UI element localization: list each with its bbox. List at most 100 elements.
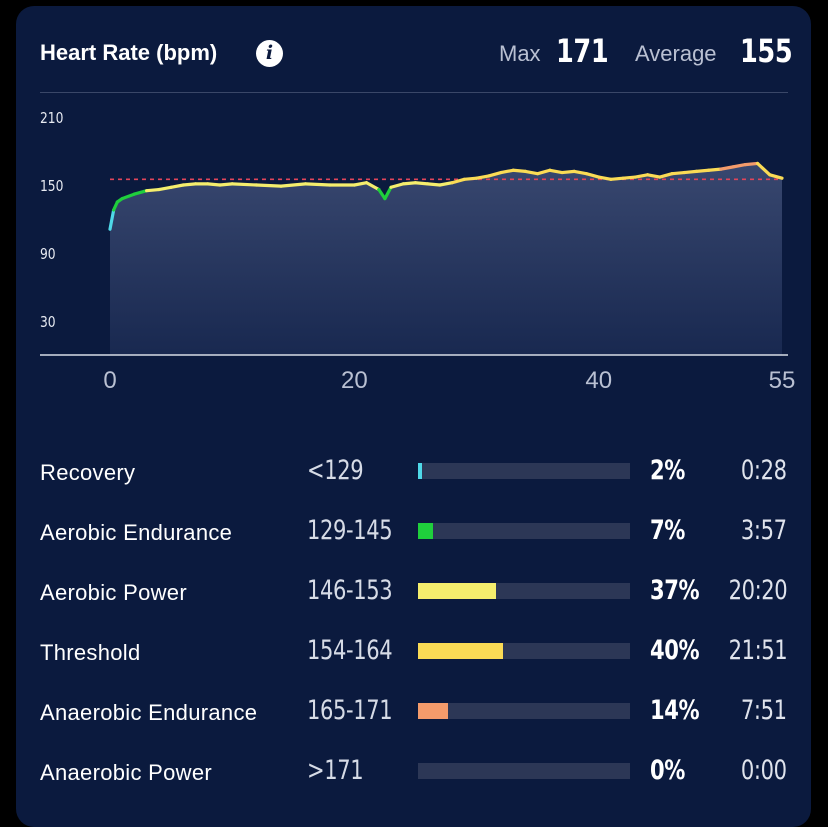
- zone-time: 20:20: [728, 575, 787, 606]
- heart-rate-line-segment: [377, 187, 387, 201]
- zone-percent: 14%: [650, 695, 700, 726]
- heart-rate-line-segment: [462, 176, 479, 181]
- info-icon[interactable]: i: [256, 40, 283, 67]
- heart-rate-line-segment: [768, 173, 784, 180]
- heart-rate-line-segment: [145, 187, 161, 193]
- heart-rate-line-segment: [364, 181, 381, 192]
- heart-rate-line-segment: [487, 170, 503, 178]
- heart-rate-line-segment: [731, 163, 747, 169]
- chart-title: Heart Rate (bpm): [40, 40, 218, 65]
- heart-rate-line-segment: [499, 168, 515, 175]
- max-value: 171: [556, 32, 609, 70]
- heart-rate-line-segment: [523, 169, 540, 176]
- zone-range: 129-145: [307, 515, 393, 546]
- heart-rate-line-segment: [707, 167, 723, 172]
- zone-percent: 0%: [650, 755, 685, 786]
- heart-rate-line-segment: [658, 172, 674, 179]
- chart-area-fill: [110, 163, 782, 355]
- heart-rate-card: [16, 6, 811, 827]
- heart-rate-line-segment: [670, 170, 686, 176]
- heart-rate-line-segment: [597, 175, 613, 181]
- y-tick-label: 210: [40, 110, 63, 127]
- average-value: 155: [740, 32, 793, 70]
- heart-rate-line-segment: [536, 168, 552, 176]
- zone-time: 0:28: [741, 455, 787, 486]
- heart-rate-line-segment: [694, 168, 711, 173]
- zone-bar-track: [418, 463, 630, 479]
- heart-rate-line-segment: [206, 182, 222, 187]
- x-tick-label: 40: [585, 367, 612, 394]
- heart-rate-line-segment: [181, 182, 198, 187]
- heart-rate-line-segment: [279, 182, 308, 188]
- zone-time: 0:00: [741, 755, 787, 786]
- x-tick-label: 20: [341, 367, 368, 394]
- heart-rate-line-segment: [438, 181, 454, 187]
- zone-name: Anaerobic Endurance: [40, 700, 258, 725]
- heart-rate-line-segment: [755, 161, 772, 177]
- zone-bar-track: [418, 703, 630, 719]
- zone-time: 3:57: [741, 515, 787, 546]
- heart-rate-line-segment: [389, 182, 405, 189]
- x-tick-label: 0: [103, 367, 116, 394]
- zone-bar-fill: [418, 643, 503, 659]
- heart-rate-line-segment: [230, 182, 259, 187]
- zone-percent: 7%: [650, 515, 685, 546]
- heart-rate-line-segment: [572, 169, 589, 176]
- heart-rate-line-segment: [645, 173, 662, 179]
- y-tick-label: 150: [40, 178, 63, 195]
- zone-time: 21:51: [728, 635, 787, 666]
- zone-percent: 2%: [650, 455, 685, 486]
- heart-rate-line-segment: [352, 181, 369, 187]
- heart-rate-line-segment: [157, 185, 173, 192]
- y-tick-label: 90: [40, 246, 56, 263]
- heart-rate-line-segment: [682, 169, 699, 175]
- heart-rate-line-segment: [413, 181, 430, 186]
- zone-range: >171: [307, 755, 364, 786]
- zone-bar-track: [418, 523, 630, 539]
- zone-bar-fill: [418, 523, 433, 539]
- zone-range: 154-164: [307, 635, 393, 666]
- zone-bar-track: [418, 643, 630, 659]
- zone-range: 146-153: [307, 575, 393, 606]
- average-label: Average: [635, 41, 717, 66]
- heart-rate-line-segment: [303, 182, 332, 187]
- zone-percent: 37%: [650, 575, 700, 606]
- heart-rate-line-segment: [719, 165, 735, 171]
- zone-name: Threshold: [40, 640, 141, 665]
- heart-rate-line-segment: [120, 192, 137, 201]
- heart-rate-line-segment: [621, 175, 637, 180]
- zone-name: Recovery: [40, 460, 136, 485]
- zone-percent: 40%: [650, 635, 700, 666]
- heart-rate-line-segment: [255, 183, 283, 188]
- zone-name: Aerobic Power: [40, 580, 187, 605]
- heart-rate-line-segment: [633, 173, 650, 179]
- heart-rate-line-segment: [401, 181, 418, 186]
- zone-bar-fill: [418, 463, 423, 479]
- heart-rate-line-segment: [108, 208, 116, 231]
- zone-bar-track: [418, 583, 630, 599]
- zone-range: 165-171: [307, 695, 393, 726]
- zone-name: Aerobic Endurance: [40, 520, 233, 545]
- heart-rate-line-segment: [169, 183, 185, 189]
- zone-bar-fill: [418, 703, 448, 719]
- x-tick-label: 55: [769, 367, 796, 394]
- zone-bar-track: [418, 763, 630, 779]
- zone-bar-fill: [418, 583, 497, 599]
- zone-time: 7:51: [741, 695, 787, 726]
- zone-name: Anaerobic Power: [40, 760, 213, 785]
- heart-rate-chart: 210 150 90 30 0 20 40 55: [40, 110, 796, 394]
- heart-rate-line-segment: [450, 177, 466, 185]
- heart-rate-line-segment: [218, 182, 234, 187]
- zone-range: <129: [307, 455, 364, 486]
- heart-rate-line-segment: [609, 176, 625, 181]
- heart-rate-line-segment: [383, 185, 393, 201]
- heart-rate-line-segment: [474, 174, 491, 180]
- heart-rate-line-segment: [584, 172, 601, 179]
- heart-rate-line-segment: [548, 168, 564, 175]
- max-label: Max: [499, 41, 541, 66]
- heart-rate-line-segment: [426, 182, 442, 187]
- heart-rate-line-segment: [560, 169, 576, 175]
- header-divider: [40, 92, 788, 93]
- heart-rate-line-segment: [743, 161, 760, 167]
- heart-rate-line-segment: [132, 189, 149, 196]
